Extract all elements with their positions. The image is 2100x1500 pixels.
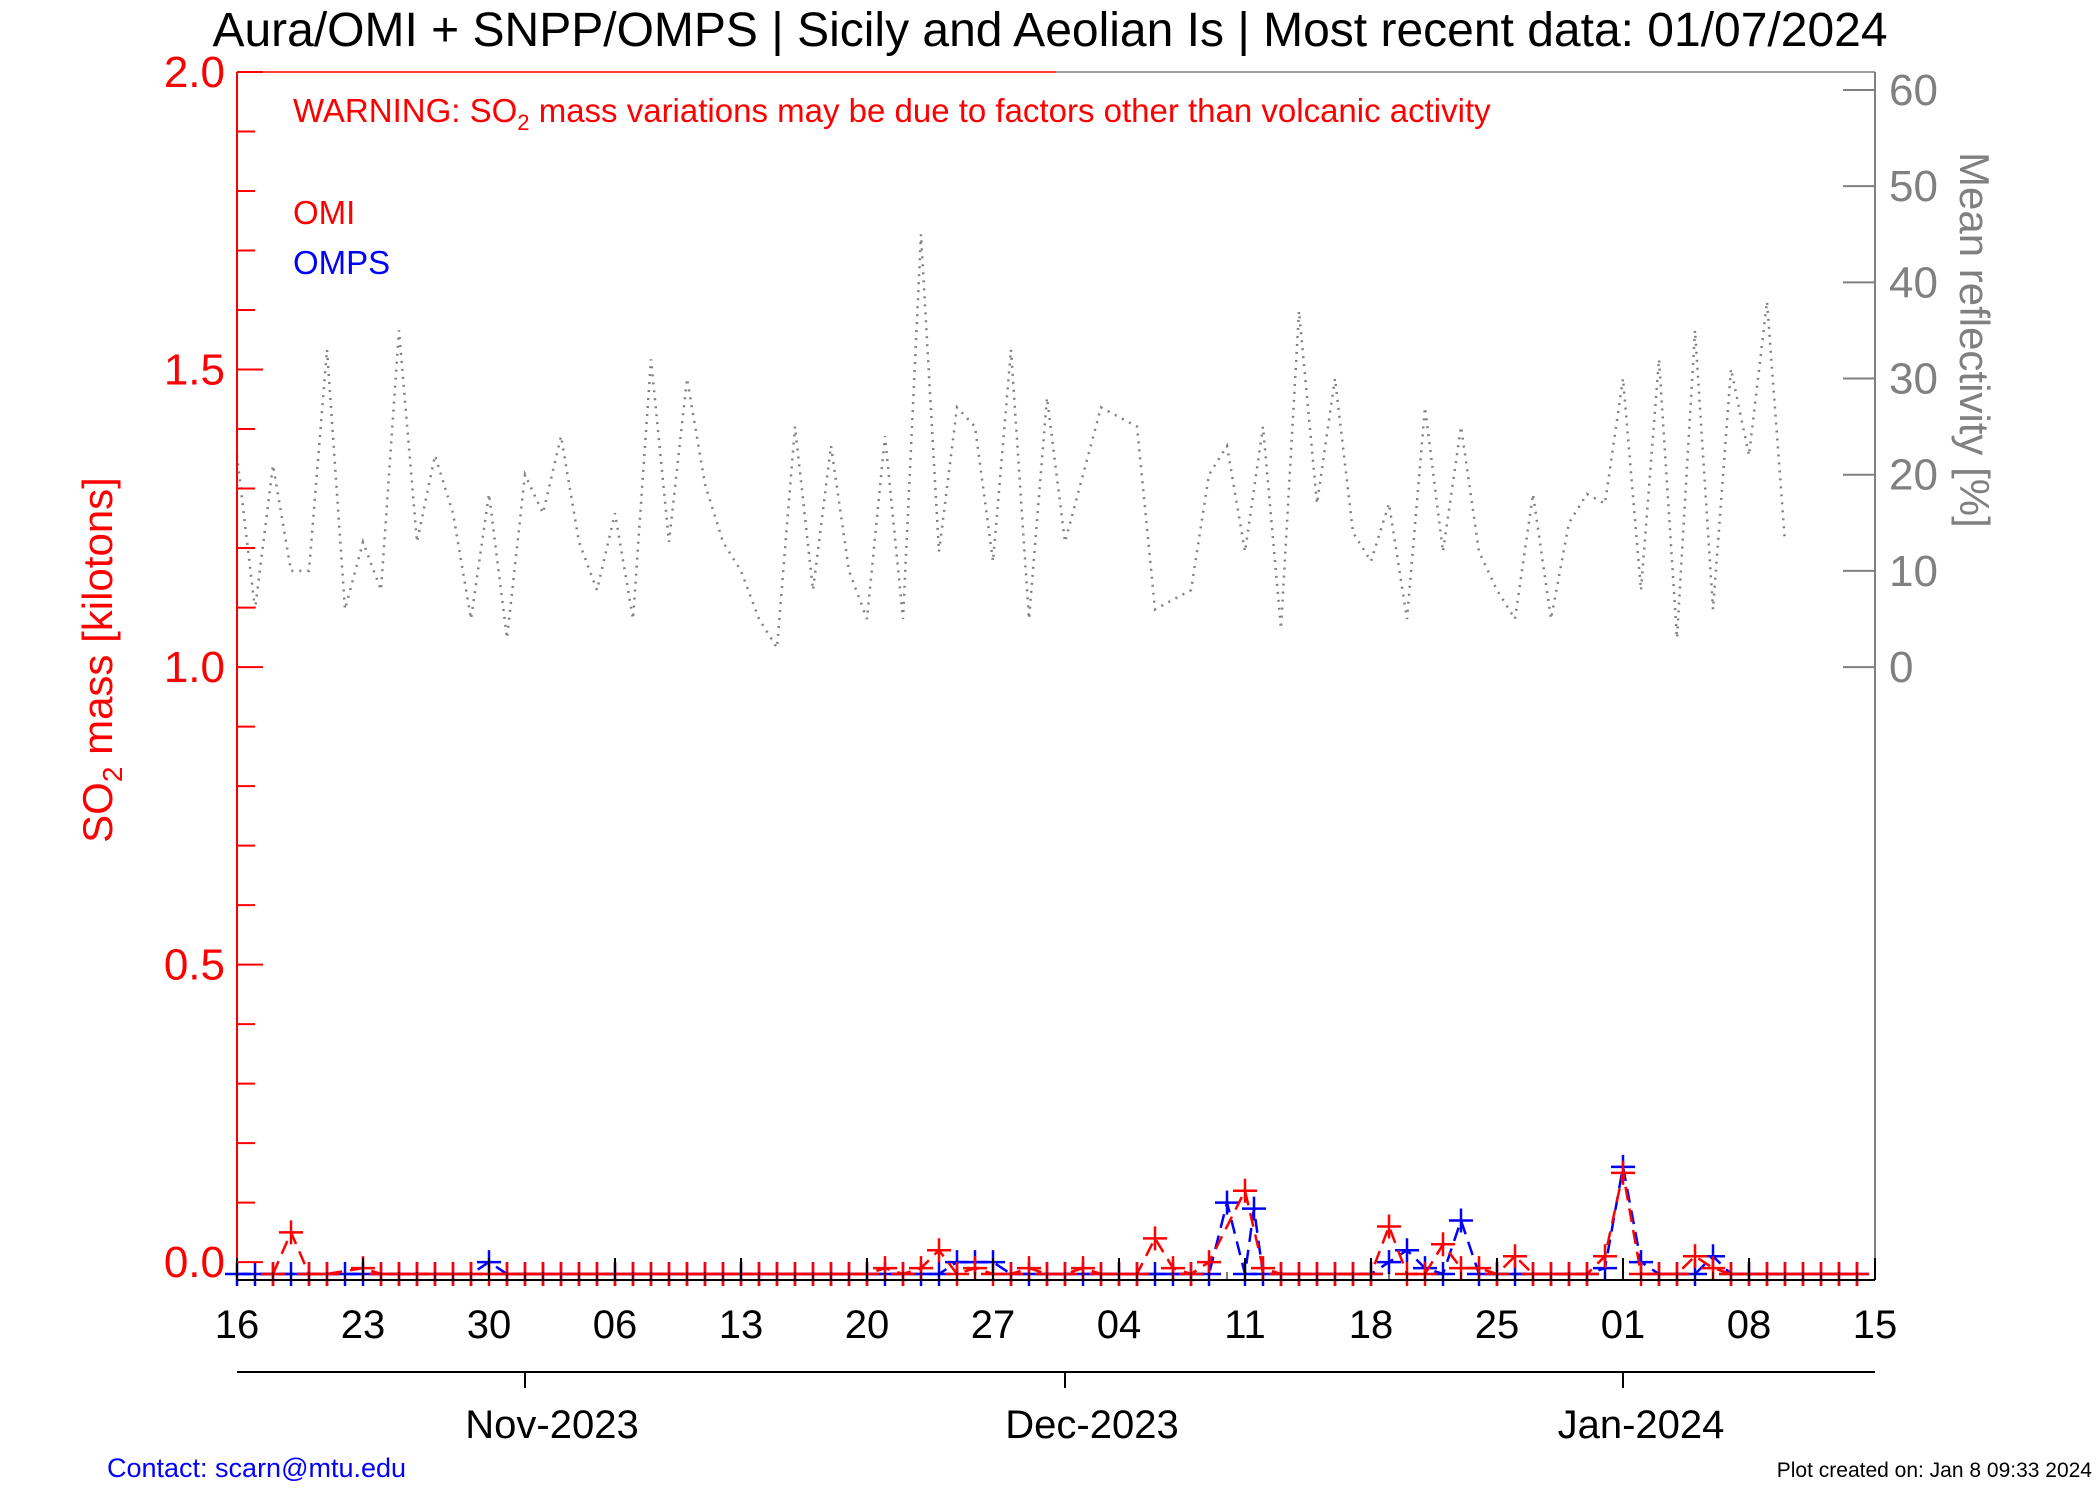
right-tick-label: 50 (1889, 162, 1938, 211)
x-tick-label: 08 (1727, 1303, 1772, 1347)
right-tick-label: 40 (1889, 258, 1938, 307)
x-tick-label: 15 (1853, 1303, 1898, 1347)
left-axis-label-prefix: SO (74, 782, 121, 843)
month-label: Nov-2023 (465, 1403, 638, 1447)
contact-text: Contact: scarn@mtu.edu (107, 1453, 406, 1483)
left-axis-label: SO2 mass [kilotons] (74, 477, 128, 843)
legend-omi: OMI (293, 194, 355, 231)
x-tick-label: 20 (845, 1303, 890, 1347)
month-label: Jan-2024 (1558, 1403, 1725, 1447)
data-point-omi (1233, 1178, 1257, 1203)
x-tick-label: 06 (593, 1303, 638, 1347)
x-tick-label: 04 (1097, 1303, 1142, 1347)
x-tick-label: 30 (467, 1303, 512, 1347)
right-axis-label: Mean reflectivity [%] (1951, 152, 1998, 528)
x-tick-label: 13 (719, 1303, 764, 1347)
warning-prefix: WARNING: SO (293, 92, 517, 129)
x-tick-label: 18 (1349, 1303, 1394, 1347)
right-tick-label: 30 (1889, 355, 1938, 404)
data-point-omi (1503, 1244, 1527, 1269)
x-tick-label: 23 (341, 1303, 386, 1347)
left-tick-label: 1.5 (164, 346, 225, 395)
warning-subscript: 2 (517, 110, 529, 135)
x-tick-label: 27 (971, 1303, 1016, 1347)
left-axis-label-subscript: 2 (97, 767, 128, 783)
data-point-omi (927, 1238, 951, 1263)
legend-omps: OMPS (293, 244, 390, 281)
left-tick-label: 2.0 (164, 48, 225, 97)
plot-created-text: Plot created on: Jan 8 09:33 2024 (1777, 1459, 2093, 1482)
data-point-omi (1197, 1250, 1221, 1275)
warning-text: WARNING: SO2 mass variations may be due … (293, 92, 1491, 135)
data-point-omps (1449, 1208, 1473, 1233)
data-point-omi (1611, 1160, 1635, 1185)
data-point-omi (1143, 1226, 1167, 1251)
month-label: Dec-2023 (1005, 1403, 1178, 1447)
reflectivity-series (235, 234, 1787, 652)
x-tick-label: 01 (1601, 1303, 1646, 1347)
data-point-omi (1683, 1244, 1707, 1269)
data-point-omi (279, 1220, 303, 1245)
data-point-omps (1377, 1250, 1401, 1275)
data-point-omi (1593, 1244, 1617, 1269)
left-axis-label-suffix: mass [kilotons] (74, 477, 121, 766)
left-tick-label: 1.0 (164, 643, 225, 692)
right-tick-label: 10 (1889, 547, 1938, 596)
series-line-mean-reflectivity (235, 234, 1787, 652)
omi-series (261, 1160, 1869, 1287)
data-point-omps (1242, 1196, 1266, 1221)
left-tick-label: 0.5 (164, 941, 225, 990)
right-tick-label: 20 (1889, 451, 1938, 500)
right-tick-label: 60 (1889, 66, 1938, 115)
x-tick-label: 16 (215, 1303, 260, 1347)
left-tick-label: 0.0 (164, 1238, 225, 1287)
chart-title: Aura/OMI + SNPP/OMPS | Sicily and Aeolia… (212, 4, 1887, 57)
data-point-omi (1377, 1214, 1401, 1239)
right-tick-label: 0 (1889, 643, 1913, 692)
data-point-omi (1431, 1232, 1455, 1257)
x-tick-label: 11 (1224, 1303, 1266, 1347)
warning-suffix: mass variations may be due to factors ot… (530, 92, 1492, 129)
data-point-omps (1215, 1190, 1239, 1215)
x-tick-label: 25 (1475, 1303, 1520, 1347)
